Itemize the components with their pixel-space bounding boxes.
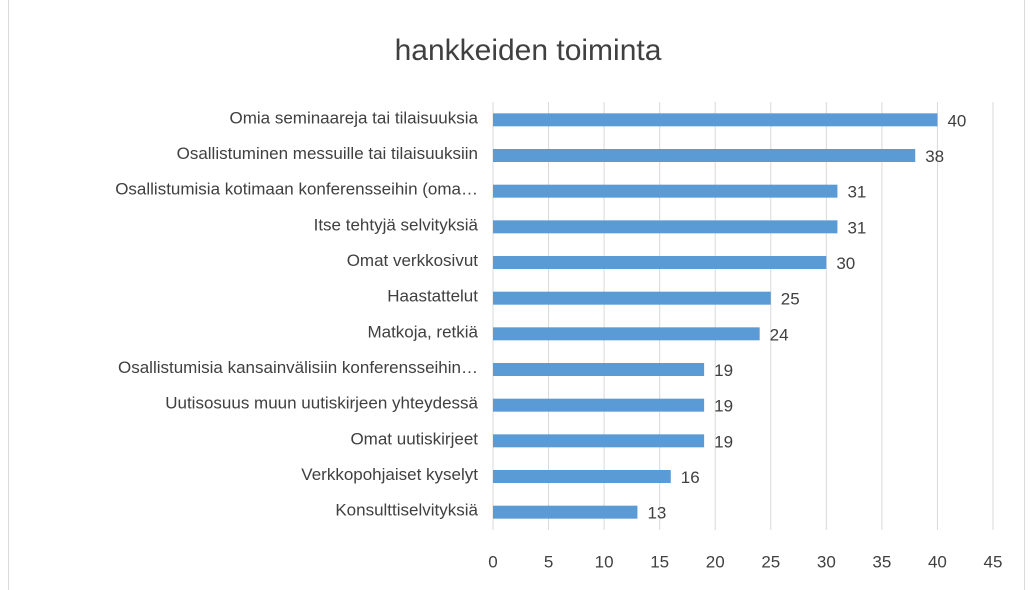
y-tick-label: Omat uutiskirjeet	[350, 429, 478, 448]
bar	[493, 398, 705, 412]
x-tick-label: 10	[595, 552, 614, 571]
data-label: 30	[836, 254, 855, 273]
y-tick-label: Itse tehtyjä selvityksiä	[314, 215, 479, 234]
bar	[493, 113, 938, 127]
y-tick-label: Omat verkkosivut	[347, 251, 479, 270]
bar	[493, 434, 705, 448]
y-tick-label: Haastattelut	[387, 287, 478, 306]
y-tick-label: Osallistumisia kotimaan konferensseihin …	[115, 180, 478, 199]
x-tick-label: 20	[706, 552, 725, 571]
bar	[493, 505, 638, 519]
y-tick-label: Verkkopohjaiset kyselyt	[301, 465, 478, 484]
bar	[493, 363, 705, 376]
data-label: 16	[681, 468, 700, 487]
y-tick-label: Uutisosuus muun uutiskirjeen yhteydessä	[165, 394, 478, 413]
data-label: 25	[781, 290, 800, 309]
bar	[493, 327, 760, 341]
x-tick-label: 0	[488, 552, 497, 571]
bar	[493, 220, 838, 234]
y-tick-label: Osallistuminen messuille tai tilaisuuksi…	[177, 144, 478, 163]
x-tick-label: 25	[761, 552, 780, 571]
chart-title: hankkeiden toiminta	[395, 34, 662, 67]
data-label: 19	[714, 361, 733, 380]
bar	[493, 256, 827, 269]
y-tick-label: Matkoja, retkiä	[367, 322, 478, 341]
y-tick-label: Osallistumisia kansainvälisiin konferens…	[118, 358, 478, 377]
y-tick-label: Omia seminaareja tai tilaisuuksia	[230, 108, 479, 127]
data-label: 13	[647, 504, 666, 523]
data-label: 19	[714, 432, 733, 451]
data-label: 40	[947, 111, 966, 130]
bar	[493, 149, 916, 162]
x-tick-label: 40	[928, 552, 947, 571]
bar	[493, 470, 671, 483]
data-label: 38	[925, 147, 944, 166]
x-tick-label: 30	[817, 552, 836, 571]
x-tick-label: 15	[650, 552, 669, 571]
data-label: 31	[847, 183, 866, 202]
x-tick-label: 35	[872, 552, 891, 571]
x-tick-label: 5	[544, 552, 553, 571]
bar	[493, 291, 771, 305]
data-label: 24	[770, 325, 789, 344]
y-tick-label: Konsulttiselvityksiä	[335, 501, 478, 520]
x-tick-label: 45	[984, 552, 1003, 571]
data-label: 31	[847, 218, 866, 237]
bar	[493, 184, 838, 198]
data-label: 19	[714, 397, 733, 416]
